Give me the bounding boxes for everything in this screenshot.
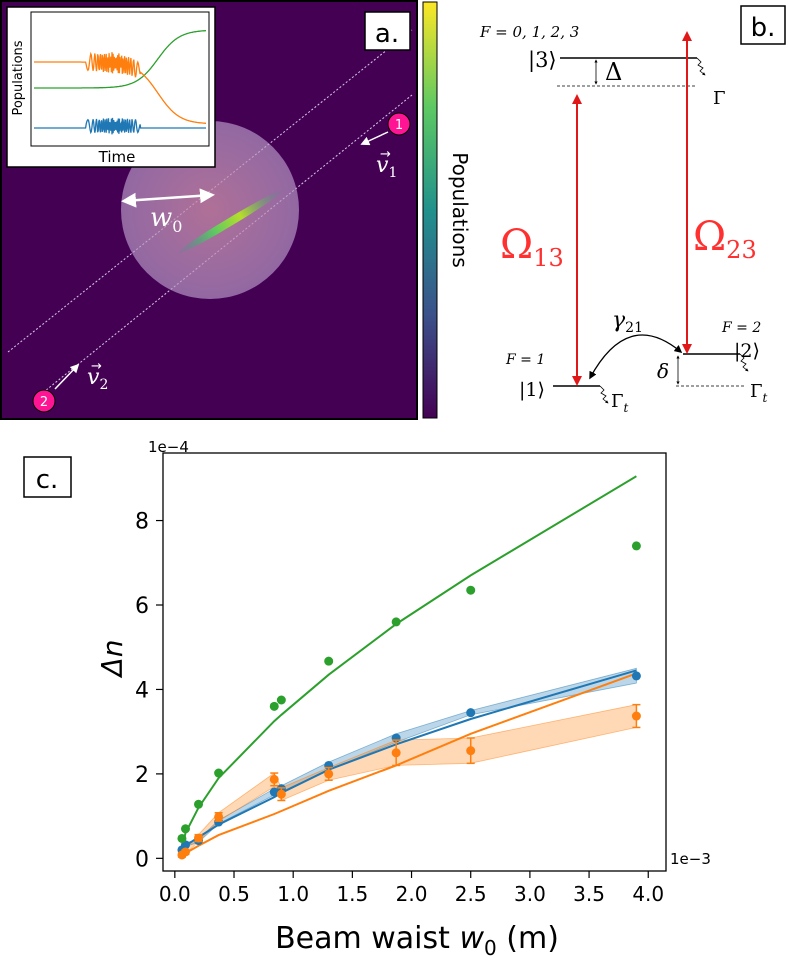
beam-1-velocity-label: v1 [376,153,397,181]
panel-c: c. 1e−4 1e−3 Δn Beam waist w0 (m) 0.0 0.5… [23,438,711,960]
data-point [214,812,224,822]
data-point [276,695,286,705]
axes-frame [162,452,667,872]
y-tick-label: 4 [135,678,149,703]
x-tick-label: 1.0 [277,882,309,906]
x-axis-label: Beam waist w0 (m) [275,921,559,960]
inset-orange-population [34,51,206,124]
panel-c-label: c. [36,465,59,495]
data-point [324,656,334,666]
level-2-ket: |2⟩ [734,340,760,362]
beam-2-direction-arrow [54,363,80,390]
gamma-21-label: γ21 [612,308,643,336]
data-point [324,769,334,779]
plot-area [177,475,641,860]
x-tick-label: 2.5 [455,882,487,906]
data-point [269,787,279,797]
relaxation-21-arrow [589,334,683,380]
data-point [194,833,204,843]
beam-2-velocity-label: v2 [87,365,108,393]
x-tick-label: 1.5 [336,882,368,906]
inset-ylabel: Populations [11,40,26,115]
detuning-small-label: δ [657,359,669,383]
beam-1-badge-label: 1 [395,118,403,133]
x-tick-label: 0.0 [159,882,191,906]
panel-a-label: a. [375,19,399,49]
beam-width-label: w0 [150,203,182,236]
beam-1-direction-arrow [360,131,389,146]
data-point [631,671,641,681]
series-0-model-line [180,475,637,849]
level-1-hyperfine: F = 1 [505,352,545,368]
data-point [466,585,476,595]
x-tick-label: 3.0 [514,882,546,906]
vector-arrow-glyph: → [380,147,391,162]
level-3-hyperfine: F = 0, 1, 2, 3 [479,23,579,41]
x-tick-label: 2.0 [396,882,428,906]
series-2-model-line [181,672,637,856]
inset-blue-population [34,117,206,135]
level-3-ket: |3⟩ [528,48,557,73]
level-2-hyperfine: F = 2 [721,320,761,336]
decay-gamma-squiggle [696,57,706,76]
detuning-big-label: Δ [605,58,622,86]
panel-c-label-box [23,456,72,498]
y-tick-label: 0 [135,847,149,872]
data-point [391,748,401,758]
decay-gamma-t1-label: Γt [611,391,629,415]
panel-b-label: b. [751,13,776,43]
data-point [466,708,476,718]
data-point [269,701,279,711]
x-offset-text: 1e−3 [670,850,711,868]
series-2-band [181,704,637,857]
vector-arrow-glyph: → [91,359,102,374]
data-point [466,746,476,756]
y-tick-label: 8 [135,510,149,535]
data-point [180,824,190,834]
panel-b: b. |3⟩ F = 0, 1, 2, 3 Δ Γ |2⟩ F = 2 δ Γt… [479,5,786,415]
inset-xlabel: Time [98,148,136,166]
beam-1-badge [387,112,411,136]
beam-2-badge [32,389,56,413]
y-offset-text: 1e−4 [148,438,189,456]
inset-plot: Populations Time [6,6,216,168]
level-1-ket: |1⟩ [519,379,545,401]
omega-23-label: Ω23 [693,214,757,264]
inset-green-population [34,29,207,89]
data-point [391,617,401,627]
colorbar-label: Populations [448,152,472,268]
colorbar [422,1,438,419]
decay-gamma-t2-squiggle [739,353,749,372]
omega-13-label: Ω13 [500,222,564,272]
decay-gamma-t2-label: Γt [750,381,768,405]
decay-gamma-t1-squiggle [599,385,609,404]
data-point [276,789,286,799]
panel-b-label-box [740,5,786,45]
x-tick-label: 0.5 [218,882,250,906]
data-point [631,541,641,551]
x-tick-label: 4.0 [632,882,664,906]
x-tick-label: 3.5 [573,882,605,906]
beam-width-arrow [121,188,215,208]
data-point [180,847,190,857]
data-point [194,799,204,809]
population-streak [176,189,284,255]
data-point [631,711,641,721]
beam-2-badge-label: 2 [40,395,48,410]
axis-ticks: 0.0 0.5 1.0 1.5 2.0 2.5 3.0 3.5 4.0 0 2 4 6 8 [135,510,664,906]
decay-gamma-label: Γ [713,88,726,109]
panel-a: w0 1 v1 → 2 v2 → a. Populations Time Pop… [0,0,472,420]
data-point [269,774,279,784]
data-point [177,833,187,843]
y-tick-label: 6 [135,594,149,619]
data-point [214,768,224,778]
y-tick-label: 2 [135,763,149,788]
panel-a-label-box [364,11,411,51]
y-axis-label: Δn [96,640,129,679]
